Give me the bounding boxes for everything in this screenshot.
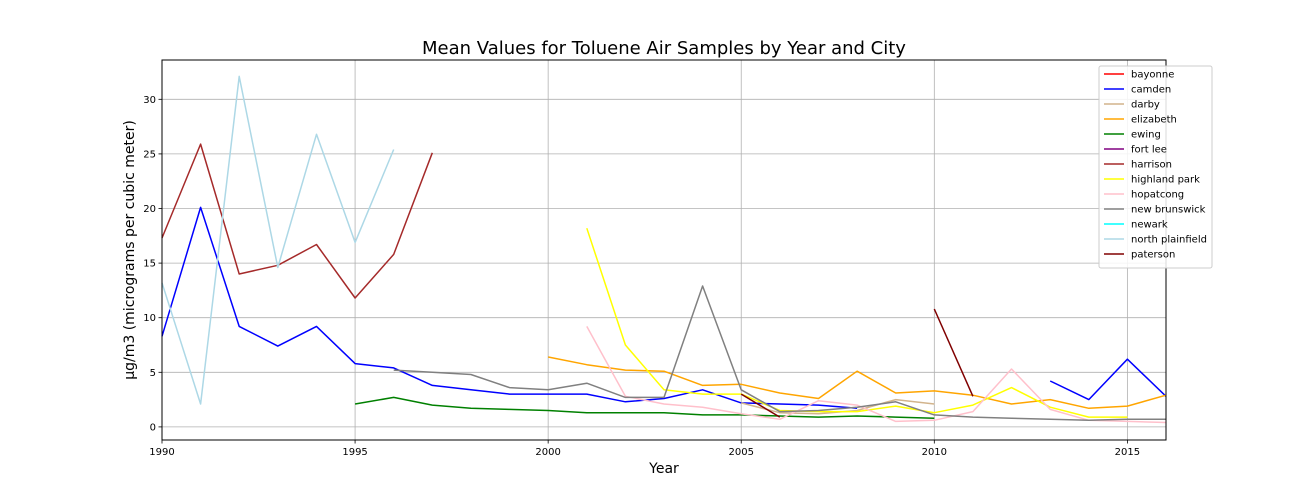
- legend-entry-label: hopatcong: [1131, 190, 1184, 201]
- y-tick-label: 15: [143, 259, 156, 270]
- grid-lines: [161, 60, 1166, 440]
- series-line-camden: [1049, 358, 1167, 401]
- x-tick-label: 2005: [729, 447, 754, 458]
- legend-entry-label: north plainfield: [1131, 235, 1207, 246]
- series-line-paterson: [740, 393, 781, 418]
- legend-entry-label: harrison: [1131, 160, 1172, 171]
- legend-entry-label: camden: [1131, 85, 1171, 96]
- series-line-camden: [161, 206, 858, 410]
- y-axis-label: µg/m3 (micrograms per cubic meter): [122, 120, 138, 380]
- series-line-north-plainfield: [161, 75, 395, 405]
- legend: bayonne camden darby elizabeth ewing fort lee…: [1098, 65, 1213, 269]
- legend-entry-label: darby: [1131, 100, 1160, 111]
- x-tick-label: 1990: [149, 447, 174, 458]
- series-line-new-brunswick: [393, 285, 1166, 422]
- axis-ticks: 1990 1995 2000 2005 2010 2015 0 5 10 15 20 25 30: [143, 95, 1140, 458]
- x-tick-label: 2000: [535, 447, 560, 458]
- series-line-elizabeth: [548, 356, 1167, 410]
- y-tick-label: 30: [143, 95, 156, 106]
- series-line-paterson: [933, 308, 974, 397]
- x-tick-label: 2015: [1115, 447, 1140, 458]
- y-tick-label: 0: [150, 422, 156, 433]
- series-line-hopatcong: [586, 326, 1167, 424]
- legend-entry-label: elizabeth: [1131, 115, 1177, 126]
- x-tick-label: 1995: [342, 447, 367, 458]
- series-line-harrison: [161, 143, 434, 299]
- x-tick-label: 2010: [922, 447, 947, 458]
- plot-area-frame: [161, 59, 1167, 441]
- legend-entry-label: ewing: [1131, 130, 1161, 141]
- series-line-highland-park: [586, 227, 1128, 418]
- y-tick-label: 25: [143, 149, 156, 160]
- legend-entry-label: new brunswick: [1131, 205, 1206, 216]
- chart-title: Mean Values for Toluene Air Samples by Y…: [422, 38, 906, 59]
- y-tick-label: 20: [143, 204, 156, 215]
- legend-entry-label: bayonne: [1131, 70, 1174, 81]
- data-series: [161, 75, 1167, 424]
- legend-entry-label: newark: [1131, 220, 1168, 231]
- y-tick-label: 5: [150, 368, 156, 379]
- series-line-ewing: [354, 396, 935, 419]
- legend-entry-label: paterson: [1131, 250, 1175, 261]
- y-tick-label: 10: [143, 313, 156, 324]
- legend-entry-label: highland park: [1131, 175, 1200, 186]
- legend-entry-label: fort lee: [1131, 145, 1167, 156]
- x-axis-label: Year: [648, 461, 679, 477]
- legend-box: [1098, 65, 1213, 269]
